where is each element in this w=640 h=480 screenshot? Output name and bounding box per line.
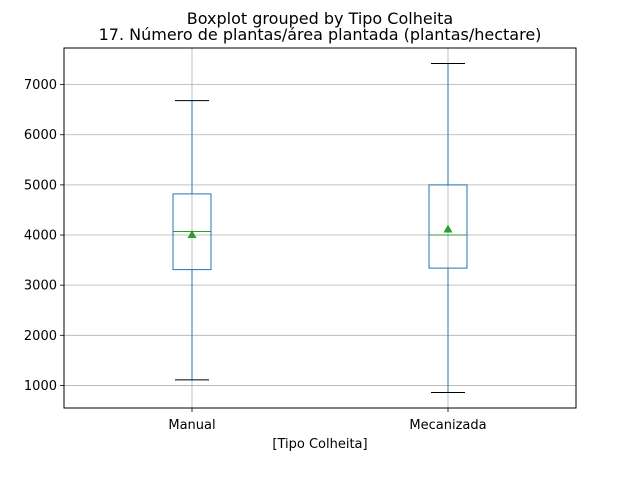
y-tick-label: 4000 — [24, 229, 57, 244]
box-layer — [172, 63, 468, 393]
y-tick-label: 1000 — [24, 379, 57, 394]
y-tick-label: 6000 — [24, 128, 57, 143]
x-axis-label: [Tipo Colheita] — [272, 437, 367, 452]
mean-marker — [187, 230, 197, 239]
chart-suptitle: Boxplot grouped by Tipo Colheita — [187, 9, 453, 28]
x-tick-label: Mecanizada — [409, 418, 486, 433]
x-tick-label: Manual — [168, 418, 215, 433]
iqr-box — [428, 184, 468, 269]
plot-frame — [63, 47, 577, 409]
y-tick-label: 3000 — [24, 279, 57, 294]
y-tick-label: 2000 — [24, 329, 57, 344]
mean-marker — [443, 224, 453, 233]
y-tick-label: 7000 — [24, 78, 57, 93]
tick-layer: 1000 2000 3000 4000 5000 6000 7000 Manual Mecani… — [24, 78, 487, 433]
y-tick-label: 5000 — [24, 178, 57, 193]
chart-title: 17. Número de plantas/área plantada (pla… — [99, 25, 542, 44]
grid-lines — [64, 48, 576, 408]
